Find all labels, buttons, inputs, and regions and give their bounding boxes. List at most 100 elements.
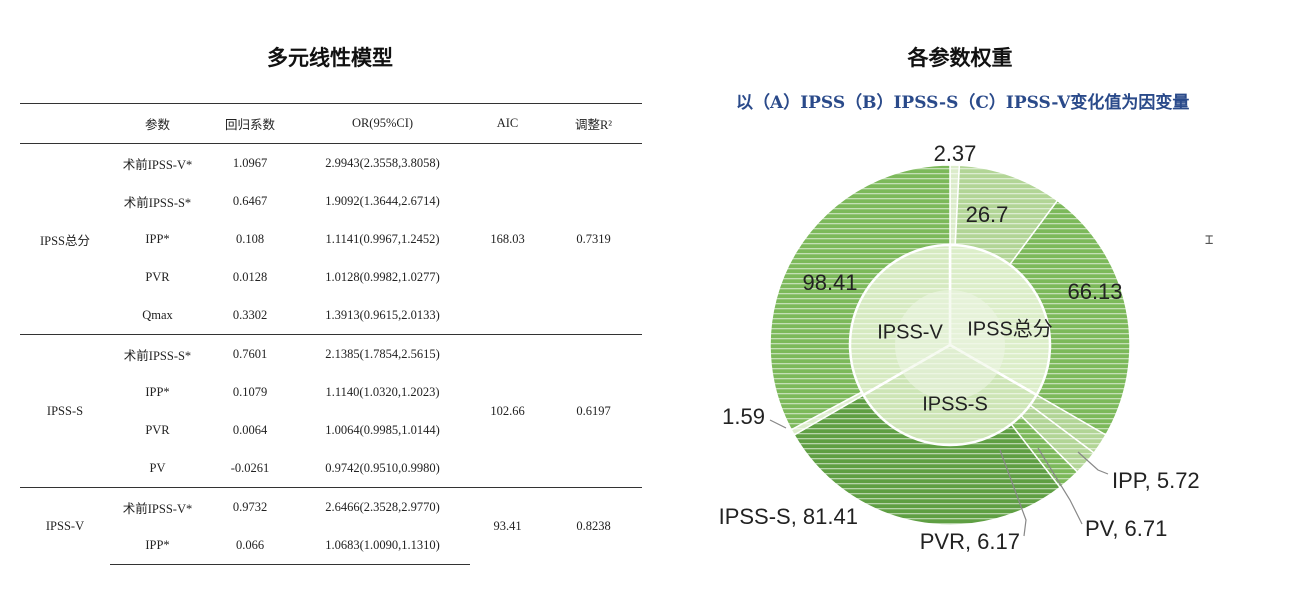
coef-cell: 0.3302 xyxy=(232,307,268,322)
outer-slice-texture xyxy=(791,392,864,435)
table-row: IPP* 0.066 1.0683(1.0090,1.1310) xyxy=(20,526,642,565)
chart-hub xyxy=(895,290,1005,400)
or-cell: 2.6466(2.3528,2.9770) xyxy=(295,487,470,526)
outer-slice-texture xyxy=(955,165,1058,265)
param-cell: 术前IPSS-V* xyxy=(110,487,205,526)
outer-slice-texture xyxy=(1030,395,1106,453)
leader-line xyxy=(769,419,787,429)
or-cell: 1.1140(1.0320,1.2023) xyxy=(325,384,440,399)
outer-slice-texture xyxy=(1009,200,1130,435)
group-name-cell: IPSS总分 xyxy=(20,143,110,335)
outer-slice-label: 2.37 xyxy=(934,141,977,166)
param-cell: 术前IPSS-S* xyxy=(123,195,192,210)
table-row: Qmax 0.3302 1.3913(0.9615,2.0133) xyxy=(20,296,642,335)
param-cell: Qmax xyxy=(142,307,173,322)
outer-slice-label: PV, 6.71 xyxy=(1085,516,1167,541)
inner-slice-label: IPSS总分 xyxy=(967,317,1053,340)
coef-cell: 0.9732 xyxy=(205,487,295,526)
inner-slice xyxy=(848,243,952,397)
regression-table: 参数 回归系数 OR(95%CI) AIC 调整R² IPSS总分 术前IPSS-… xyxy=(20,103,642,565)
param-cell: IPP* xyxy=(145,384,170,399)
inner-slice-label: IPSS-V xyxy=(877,321,943,343)
or-cell: 0.9742(0.9510,0.9980) xyxy=(325,460,440,475)
header-or: OR(95%CI) xyxy=(295,103,470,144)
or-cell: 1.0683(1.0090,1.1310) xyxy=(295,526,470,565)
param-cell: IPP* xyxy=(145,231,170,246)
outer-slice-label: IPP, 5.72 xyxy=(1112,468,1200,493)
table-row: IPP* 0.108 1.1141(0.9967,1.2452) xyxy=(20,220,642,258)
param-cell: PVR xyxy=(145,422,170,437)
coef-cell: 0.0128 xyxy=(232,269,268,284)
outer-slice-label: 66.13 xyxy=(1067,279,1122,304)
r2-cell: 0.7319 xyxy=(545,143,642,335)
outer-slice-label: 1.59 xyxy=(722,404,765,429)
inner-slice-label: IPSS-S xyxy=(922,393,988,415)
coef-cell: 0.0064 xyxy=(232,422,268,437)
coef-cell: 0.1079 xyxy=(232,384,268,399)
header-r2: 调整R² xyxy=(545,103,642,144)
table-row: PV -0.0261 0.9742(0.9510,0.9980) xyxy=(20,449,642,488)
outer-slice xyxy=(790,391,865,437)
outer-slice xyxy=(1008,199,1131,437)
outer-slice xyxy=(769,164,951,431)
outer-slice xyxy=(949,164,961,246)
or-cell: 1.0128(0.9982,1.0277) xyxy=(325,269,440,284)
table-row: PVR 0.0064 1.0064(0.9985,1.0144) xyxy=(20,411,642,449)
r2-cell: 0.6197 xyxy=(545,334,642,488)
outer-slice-texture xyxy=(794,395,1061,525)
inner-slice xyxy=(861,343,1039,447)
inner-slice-texture xyxy=(863,345,1037,445)
table-row: 术前IPSS-S* 0.6467 1.9092(1.3644,2.6714) xyxy=(20,182,642,220)
aic-cell: 168.03 xyxy=(470,143,545,335)
outer-slice-texture xyxy=(1020,404,1095,473)
table-header-row: 参数 回归系数 OR(95%CI) AIC 调整R² xyxy=(20,103,642,144)
outer-slice-texture xyxy=(770,165,950,430)
param-cell: PVR xyxy=(145,269,170,284)
chart-title: 各参数权重 xyxy=(907,46,1013,70)
chart-subtitle: 以（A）IPSS（B）IPSS-S（C）IPSS-V变化值为因变量 xyxy=(736,93,1190,113)
outer-slice-texture xyxy=(1011,415,1078,488)
or-cell: 2.9943(2.3558,3.8058) xyxy=(295,143,470,182)
aic-cell: 102.66 xyxy=(470,334,545,488)
or-cell: 1.9092(1.3644,2.6714) xyxy=(325,193,440,208)
outer-slice-texture xyxy=(950,165,960,246)
group-name-cell: IPSS-S xyxy=(20,334,110,488)
param-cell: 术前IPSS-S* xyxy=(110,334,205,373)
inner-slice xyxy=(948,243,1052,397)
group-name-cell: IPSS-V xyxy=(20,487,110,565)
table-row: IPSS-V 术前IPSS-V* 0.9732 2.6466(2.3528,2.977… xyxy=(20,487,642,565)
param-cell: IPP* xyxy=(110,526,205,565)
outer-slice-label: 26.7 xyxy=(966,202,1009,227)
inner-slice-texture xyxy=(850,244,950,395)
outer-slice xyxy=(1019,403,1096,474)
header-group xyxy=(20,103,110,144)
r2-cell: 0.8238 xyxy=(545,487,642,565)
outer-slice xyxy=(1010,414,1079,489)
inner-slice-texture xyxy=(950,245,1050,395)
coef-cell: 0.108 xyxy=(235,231,265,246)
or-cell: 1.1141(0.9967,1.2452) xyxy=(325,231,440,246)
or-cell: 1.0064(0.9985,1.0144) xyxy=(325,422,440,437)
leader-line xyxy=(1077,451,1109,475)
outer-slice xyxy=(793,393,1062,526)
or-cell: 1.3913(0.9615,2.0133) xyxy=(325,307,440,322)
table-row: IPP* 0.1079 1.1140(1.0320,1.2023) xyxy=(20,373,642,411)
coef-cell: 0.066 xyxy=(205,526,295,565)
header-param: 参数 xyxy=(110,103,205,144)
coef-cell: -0.0261 xyxy=(230,460,270,475)
outer-slice xyxy=(1028,393,1107,455)
aic-cell: 93.41 xyxy=(470,487,545,565)
or-cell: 2.1385(1.7854,2.5615) xyxy=(295,334,470,373)
leader-line xyxy=(1037,447,1083,525)
outer-slice xyxy=(954,164,1059,266)
table-row: PVR 0.0128 1.0128(0.9982,1.0277) xyxy=(20,258,642,296)
outer-slice-label: IPSS-S, 81.41 xyxy=(719,504,858,529)
text-cursor-icon: ⌶ xyxy=(1205,232,1214,248)
param-cell: PV xyxy=(149,460,166,475)
outer-slice-label: 98.41 xyxy=(802,270,857,295)
table-row: IPSS总分 术前IPSS-V* 1.0967 2.9943(2.3558,3.805… xyxy=(20,143,642,335)
table-row: IPSS-S 术前IPSS-S* 0.7601 2.1385(1.7854,2.561… xyxy=(20,334,642,488)
outer-slice-label: PVR, 6.17 xyxy=(920,529,1020,554)
param-cell: 术前IPSS-V* xyxy=(110,143,205,182)
coef-cell: 0.7601 xyxy=(205,334,295,373)
